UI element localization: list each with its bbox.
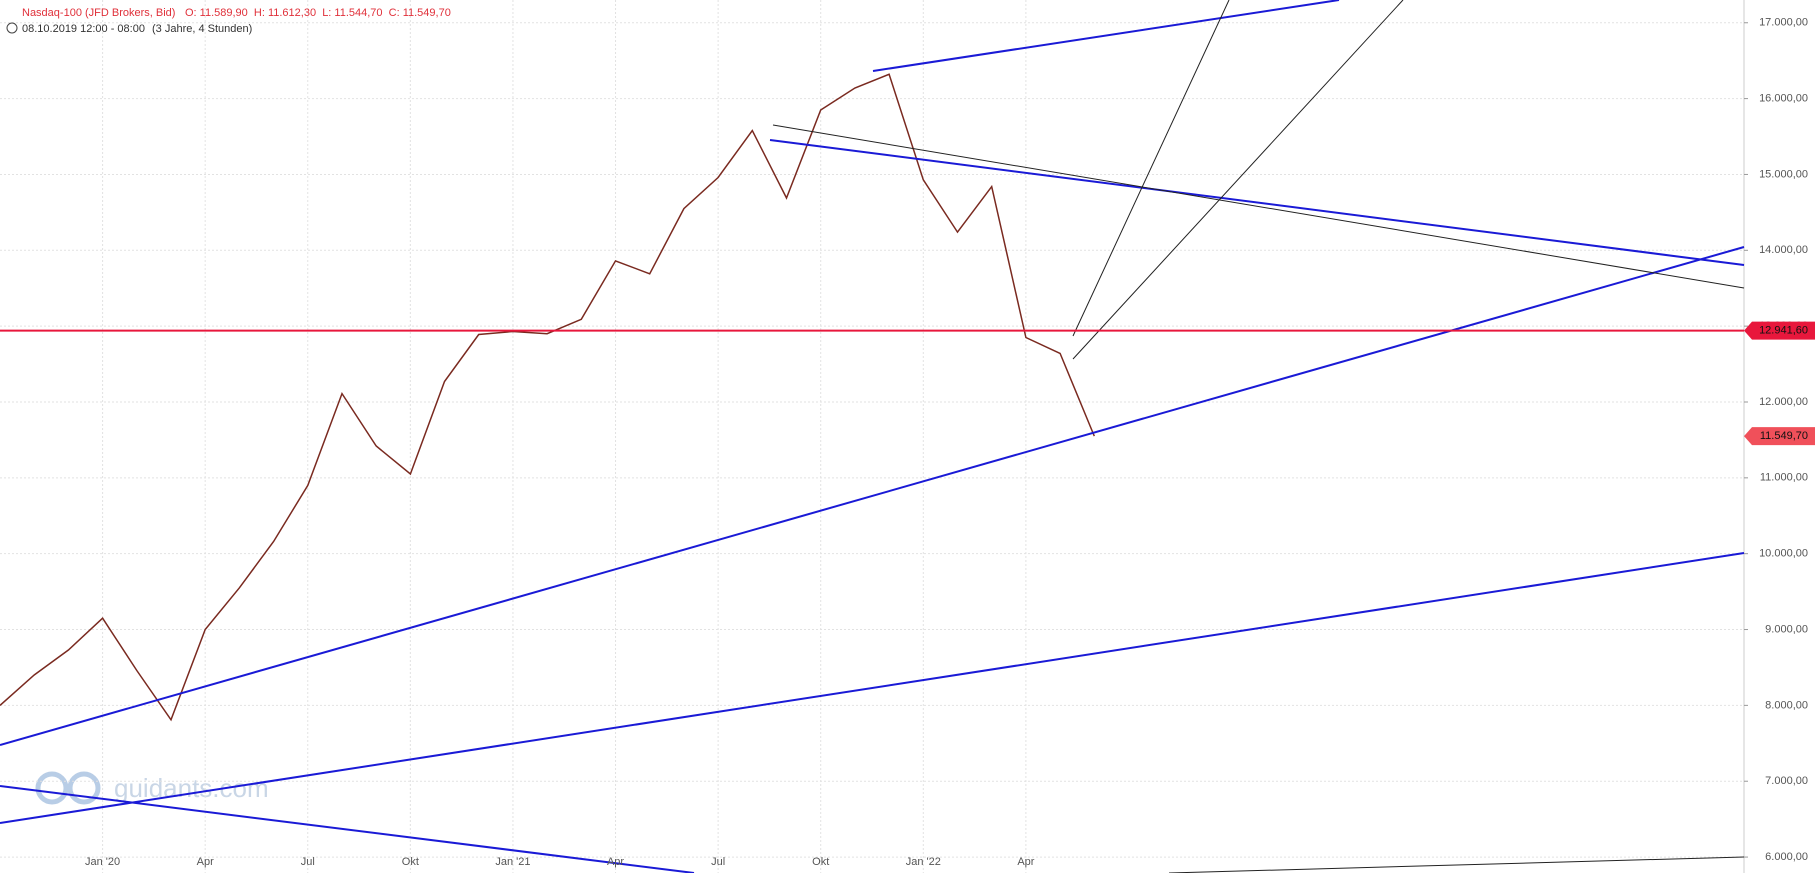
x-tick-label: Apr xyxy=(197,856,214,868)
trend-line xyxy=(769,139,1745,266)
watermark-logo xyxy=(35,771,69,805)
clock-icon xyxy=(6,22,18,34)
y-tick-label: 9.000,00 xyxy=(1765,623,1808,635)
hline-label: 12.941,60 xyxy=(1759,324,1808,336)
x-tick-label: Jul xyxy=(301,856,315,868)
x-tick-label: Okt xyxy=(402,856,419,868)
y-tick-label: 7.000,00 xyxy=(1765,775,1808,787)
date-range: 08.10.2019 12:00 - 08:00 xyxy=(22,23,145,35)
y-tick-label: 17.000,00 xyxy=(1759,17,1808,29)
span: (3 Jahre, 4 Stunden) xyxy=(152,23,252,35)
y-tick-label: 11.000,00 xyxy=(1760,472,1808,484)
trend-line xyxy=(1168,856,1745,873)
hline-label-box xyxy=(1744,321,1815,340)
x-tick-label: Okt xyxy=(812,856,829,868)
ohlc: O: 11.589,90 H: 11.612,30 L: 11.544,70 C… xyxy=(185,7,451,19)
x-tick-label: Apr xyxy=(1017,856,1034,868)
watermark-logo xyxy=(67,771,101,805)
y-tick-label: 16.000,00 xyxy=(1759,93,1808,105)
y-tick-label: 14.000,00 xyxy=(1759,244,1808,256)
x-tick-label: Jan '22 xyxy=(906,856,941,868)
trend-line xyxy=(872,0,1340,72)
y-tick-label: 8.000,00 xyxy=(1765,699,1808,711)
y-tick-label: 10.000,00 xyxy=(1759,548,1808,560)
trend-line xyxy=(1072,0,1230,337)
trend-line xyxy=(0,552,1745,824)
symbol: Nasdaq-100 (JFD Brokers, Bid) xyxy=(22,7,175,19)
last-price-label-box xyxy=(1744,427,1815,446)
trend-lines xyxy=(0,0,1745,873)
x-tick-label: Jan '20 xyxy=(85,856,120,868)
y-tick-label: 6.000,00 xyxy=(1765,851,1808,863)
y-tick-label: 12.000,00 xyxy=(1759,396,1808,408)
last-price-label: 11.549,70 xyxy=(1760,430,1808,442)
trend-line xyxy=(0,246,1745,746)
y-tick-label: 15.000,00 xyxy=(1759,168,1808,180)
trend-line xyxy=(772,124,1745,289)
trend-line xyxy=(0,785,695,873)
trend-line xyxy=(1072,0,1404,360)
x-tick-label: Jul xyxy=(711,856,725,868)
price-line xyxy=(0,73,1095,722)
watermark: guidants.com xyxy=(114,773,269,803)
x-tick-label: Jan '21 xyxy=(495,856,530,868)
x-tick-label: Apr xyxy=(607,856,624,868)
